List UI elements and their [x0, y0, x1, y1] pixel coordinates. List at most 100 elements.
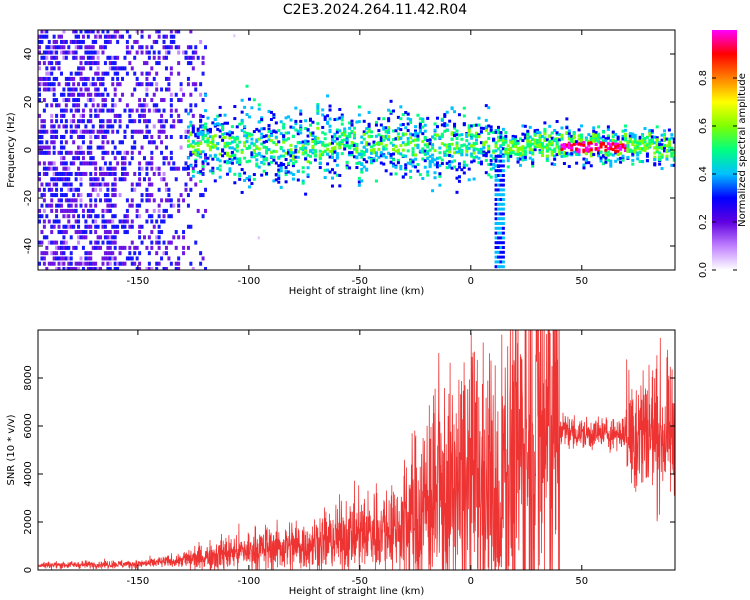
- heatmap-cell: [299, 131, 303, 135]
- heatmap-cell: [184, 50, 188, 55]
- heatmap-cell: [418, 126, 422, 130]
- heatmap-cell: [96, 177, 100, 182]
- heatmap-cell: [477, 148, 481, 152]
- heatmap-cell: [594, 138, 598, 142]
- heatmap-cell: [174, 108, 178, 113]
- heatmap-cell: [89, 135, 93, 139]
- heatmap-cell: [445, 110, 449, 114]
- heatmap-cell: [494, 250, 498, 254]
- heatmap-cell: [145, 161, 149, 166]
- heatmap-cell: [84, 224, 88, 229]
- heatmap-cell: [147, 34, 151, 39]
- heatmap-cell: [40, 39, 44, 44]
- heatmap-cell: [123, 245, 127, 250]
- x-tick-label: 0: [468, 276, 474, 287]
- heatmap-cell: [147, 129, 151, 134]
- heatmap-cell: [416, 146, 420, 150]
- heatmap-cell: [40, 55, 44, 60]
- heatmap-cell: [260, 132, 264, 136]
- heatmap-cell: [580, 138, 584, 142]
- heatmap-cell: [323, 176, 327, 180]
- heatmap-cell: [162, 161, 166, 166]
- heatmap-cell: [357, 113, 361, 117]
- heatmap-cell: [394, 144, 398, 148]
- heatmap-cell: [421, 150, 425, 154]
- heatmap-cell: [138, 203, 142, 208]
- heatmap-cell: [360, 141, 364, 145]
- heatmap-cell: [655, 136, 659, 140]
- heatmap-cell: [506, 159, 510, 163]
- heatmap-cell: [142, 108, 146, 113]
- heatmap-cell: [96, 224, 100, 229]
- heatmap-cell: [57, 171, 61, 176]
- heatmap-cell: [42, 224, 46, 229]
- heatmap-cell: [160, 256, 164, 261]
- heatmap-cell: [164, 34, 168, 39]
- heatmap-cell: [42, 198, 46, 203]
- heatmap-cell: [191, 170, 195, 174]
- heatmap-cell: [240, 128, 244, 132]
- heatmap-cell: [64, 98, 68, 103]
- heatmap-cell: [399, 105, 403, 109]
- heatmap-cell: [108, 55, 112, 60]
- heatmap-cell: [189, 153, 193, 157]
- heatmap-cell: [352, 155, 356, 159]
- heatmap-cell: [445, 153, 449, 157]
- heatmap-cell: [492, 162, 496, 166]
- heatmap-cell: [147, 108, 151, 113]
- heatmap-cell: [57, 267, 61, 270]
- heatmap-cell: [445, 123, 449, 127]
- heatmap-cell: [516, 141, 520, 145]
- heatmap-cell: [638, 135, 642, 139]
- heatmap-cell: [670, 151, 674, 155]
- heatmap-cell: [64, 224, 68, 229]
- heatmap-cell: [289, 149, 293, 153]
- heatmap-cell: [445, 129, 449, 133]
- heatmap-cell: [201, 165, 205, 169]
- heatmap-cell: [648, 144, 652, 148]
- heatmap-cell: [465, 144, 469, 148]
- heatmap-cell: [623, 124, 627, 128]
- heatmap-cell: [289, 154, 293, 158]
- heatmap-cell: [340, 138, 344, 142]
- heatmap-cell: [157, 55, 161, 60]
- heatmap-cell: [123, 171, 127, 176]
- heatmap-cell: [52, 39, 56, 44]
- heatmap-cell: [238, 177, 242, 181]
- heatmap-cell: [150, 66, 154, 71]
- heatmap-cell: [257, 165, 261, 169]
- heatmap-cell: [91, 245, 95, 250]
- heatmap-cell: [572, 140, 576, 144]
- heatmap-cell: [79, 150, 83, 155]
- heatmap-cell: [62, 50, 66, 55]
- heatmap-cell: [52, 87, 56, 92]
- heatmap-cell: [404, 126, 408, 130]
- heatmap-cell: [123, 230, 127, 235]
- heatmap-cell: [592, 132, 596, 136]
- heatmap-cell: [433, 128, 437, 132]
- heatmap-cell: [103, 135, 107, 139]
- heatmap-cell: [601, 154, 605, 158]
- heatmap-cell: [177, 256, 181, 261]
- heatmap-cell: [91, 161, 95, 166]
- heatmap-cell: [230, 131, 234, 135]
- heatmap-cell: [431, 143, 435, 147]
- heatmap-cell: [633, 140, 637, 144]
- heatmap-cell: [382, 127, 386, 131]
- heatmap-cell: [94, 82, 98, 87]
- heatmap-cell: [108, 39, 112, 44]
- heatmap-cell: [257, 107, 261, 111]
- heatmap-cell: [194, 158, 198, 162]
- heatmap-cell: [86, 224, 90, 229]
- heatmap-cell: [550, 150, 554, 154]
- heatmap-cell: [106, 256, 110, 261]
- heatmap-cell: [509, 154, 513, 158]
- heatmap-cell: [641, 138, 645, 142]
- heatmap-cell: [59, 161, 63, 166]
- heatmap-cell: [55, 76, 59, 81]
- heatmap-cell: [89, 82, 93, 87]
- heatmap-cell: [384, 134, 388, 138]
- heatmap-cell: [672, 140, 675, 144]
- heatmap-cell: [113, 256, 117, 261]
- heatmap-cell: [531, 162, 535, 166]
